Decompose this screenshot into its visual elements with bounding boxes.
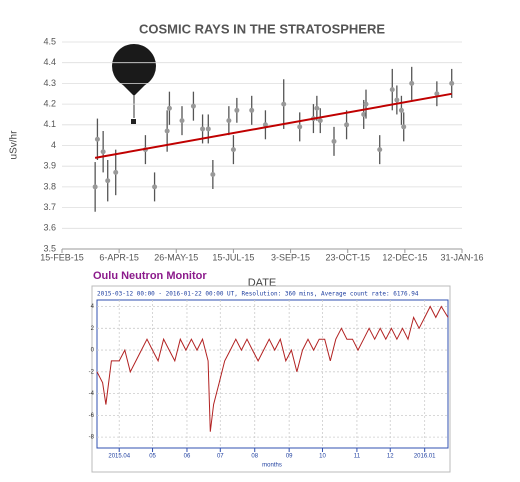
x-tick-label: 11: [354, 454, 361, 460]
data-point: [394, 97, 400, 103]
data-point: [100, 149, 106, 155]
data-point: [205, 126, 211, 132]
data-point: [434, 91, 440, 97]
plot-frame: [96, 299, 449, 449]
data-line: [96, 305, 449, 432]
data-point: [210, 171, 216, 177]
x-tick-label: 2016.01: [414, 454, 436, 460]
chart-title: Oulu Neutron Monitor: [93, 270, 207, 282]
data-point: [152, 184, 158, 190]
x-tick-label: 09: [286, 454, 293, 460]
data-point: [226, 118, 232, 124]
data-point: [190, 103, 196, 109]
y-tick-label: -4: [89, 391, 95, 397]
data-point: [179, 118, 185, 124]
x-tick-label: 3-SEP-15: [271, 252, 310, 262]
data-point: [164, 128, 170, 134]
data-point: [234, 107, 240, 113]
data-point: [94, 136, 100, 142]
data-point: [344, 122, 350, 128]
x-tick-label: 06: [184, 454, 191, 460]
y-axis-label: uSv/hr: [9, 130, 20, 160]
chart-title: COSMIC RAYS IN THE STRATOSPHERE: [139, 21, 385, 36]
data-point: [200, 126, 206, 132]
x-tick-label: 12-DEC-15: [382, 252, 427, 262]
y-tick-label: 0: [91, 348, 95, 354]
y-tick-label: 4: [51, 140, 56, 150]
x-tick-label: 15-JUL-15: [212, 252, 254, 262]
x-tick-label: 6-APR-15: [99, 252, 139, 262]
balloon-icon: [112, 44, 156, 124]
x-tick-label: 23-OCT-15: [325, 252, 370, 262]
data-point: [249, 107, 255, 113]
data-point: [377, 147, 383, 153]
data-point: [401, 124, 407, 130]
x-tick-label: 12: [387, 454, 394, 460]
data-point: [361, 111, 367, 117]
y-tick-label: 3.6: [43, 223, 56, 233]
data-point: [398, 107, 404, 113]
data-point: [105, 178, 111, 184]
y-tick-label: 3.8: [43, 181, 56, 191]
x-tick-label: 07: [217, 454, 224, 460]
y-tick-label: 2: [91, 326, 95, 332]
data-point: [314, 105, 320, 111]
y-tick-label: 4.2: [43, 98, 56, 108]
x-tick-label: 15-FEB-15: [40, 252, 84, 262]
y-tick-label: 4.5: [43, 36, 56, 46]
data-point: [92, 184, 98, 190]
y-tick-label: 3.5: [43, 243, 56, 253]
y-tick-label: 3.7: [43, 202, 56, 212]
y-tick-label: 4.4: [43, 57, 56, 67]
x-tick-label: 08: [251, 454, 258, 460]
x-tick-label: 05: [149, 454, 156, 460]
trend-line: [94, 92, 452, 159]
data-point: [389, 87, 395, 93]
data-point: [297, 124, 303, 130]
data-point: [281, 101, 287, 107]
x-axis-label: DATE: [248, 277, 277, 289]
x-tick-label: 31-JAN-16: [440, 252, 483, 262]
data-point: [449, 80, 455, 86]
data-point: [166, 105, 172, 111]
y-tick-label: 3.9: [43, 161, 56, 171]
y-tick-label: -6: [89, 413, 95, 419]
x-axis-label: months: [262, 463, 282, 469]
data-point: [409, 80, 415, 86]
x-tick-label: 10: [319, 454, 326, 460]
data-point: [317, 118, 323, 124]
chart-subtitle: 2015-03-12 00:00 - 2016-01-22 00:00 UT, …: [97, 291, 419, 298]
data-point: [331, 138, 337, 144]
y-tick-label: 4: [91, 304, 95, 310]
inset-frame: [91, 285, 451, 473]
data-point: [113, 169, 119, 175]
y-tick-label: -8: [89, 435, 95, 441]
x-tick-label: 2015.04: [108, 454, 130, 460]
data-point: [230, 147, 236, 153]
y-tick-label: 4.1: [43, 119, 56, 129]
y-tick-label: -2: [89, 369, 95, 375]
x-tick-label: 26-MAY-15: [154, 252, 198, 262]
y-tick-label: 4.3: [43, 78, 56, 88]
data-point: [363, 101, 369, 107]
